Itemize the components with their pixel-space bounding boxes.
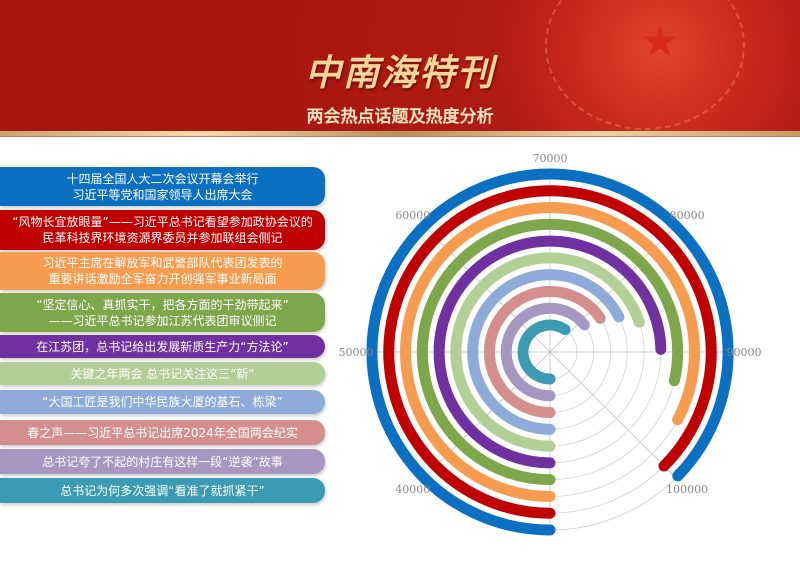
star-icon: ★ (640, 16, 680, 67)
tick-label: 40000 (395, 483, 430, 496)
topic-item: 在江苏团，总书记给出发展新质生产力“方法论” (0, 335, 325, 358)
tick-label: 50000 (339, 346, 374, 359)
radial-bar-chart: 40000 50000 60000 70000 80000 90000 100000 (339, 152, 762, 536)
topic-item: 总书记夸了不起的村庄有这样一段“逆袭”故事 (0, 449, 325, 474)
topic-item: 春之声——习近平总书记出席2024年全国两会纪实 (0, 420, 325, 445)
topic-label: 春之声——习近平总书记出席2024年全国两会纪实 (27, 425, 298, 440)
topic-label: 民革科技界环境资源界委员并参加联组会侧记 (42, 231, 283, 245)
topic-label: 习近平主席在解放军和武警部队代表团发表的 (42, 256, 283, 270)
tick-label: 90000 (727, 346, 762, 359)
topic-label: 总书记夸了不起的村庄有这样一段“逆袭”故事 (42, 454, 283, 469)
bar-arc (467, 269, 625, 435)
topic-item: 总书记为何多次强调“看准了就抓紧干” (0, 478, 325, 503)
bar-arc (383, 185, 717, 519)
topic-label: 十四届全国人大二次会议开幕会举行 (66, 171, 259, 186)
topic-item: 习近平主席在解放军和武警部队代表团发表的 重要讲话激励全军奋力开创强军事业新局面 (0, 252, 325, 290)
bar-arc (517, 319, 571, 385)
topic-label: 重要讲话激励全军奋力开创强军事业新局面 (48, 272, 277, 286)
topic-label: 习近平等党和国家领导人出席大会 (72, 187, 253, 202)
bar-arc (450, 252, 645, 452)
topic-label: ——习近平总书记参加江苏代表团审议侧记 (48, 313, 277, 328)
tick-label: 60000 (395, 209, 430, 222)
bar-arc (500, 302, 590, 402)
topic-label: “大国工匠是我们中华民族大厦的基石、栋梁” (42, 395, 283, 409)
topic-label: 在江苏团，总书记给出发展新质生产力“方法论” (36, 339, 289, 354)
bar-arc (483, 285, 606, 419)
page-subtitle: 两会热点话题及热度分析 (306, 107, 494, 127)
topic-label: 总书记为何多次强调“看准了就抓紧干” (60, 483, 265, 498)
tick-label: 100000 (666, 483, 708, 496)
bar-arc (400, 202, 700, 502)
topic-label: 关键之年两会 总书记关注这三“新” (70, 366, 255, 381)
grid-spoke (549, 351, 677, 479)
page-title: 中南海特刊 (304, 53, 495, 94)
bar-arc (416, 218, 684, 486)
tick-label: 80000 (670, 209, 705, 222)
bar-arc (433, 235, 667, 469)
topic-item: “大国工匠是我们中华民族大厦的基石、栋梁” (0, 390, 325, 414)
bar-arc (366, 168, 734, 536)
gold-divider (0, 131, 800, 137)
tick-label: 70000 (533, 152, 568, 165)
header-banner: ★ 中南海特刊 两会热点话题及热度分析 (0, 0, 800, 132)
topic-item: 关键之年两会 总书记关注这三“新” (0, 362, 325, 385)
topic-label: “坚定信心、真抓实干，把各方面的干劲带起来” (36, 297, 289, 312)
topic-item: “风物长宜放眼量”——习近平总书记看望参加政协会议的 民革科技界环境资源界委员并参… (0, 210, 325, 250)
topic-label: “风物长宜放眼量”——习近平总书记看望参加政协会议的 (12, 215, 313, 229)
topic-item: “坚定信心、真抓实干，把各方面的干劲带起来” ——习近平总书记参加江苏代表团审议侧… (0, 293, 325, 332)
topic-item: 十四届全国人大二次会议开幕会举行 习近平等党和国家领导人出席大会 (0, 167, 325, 206)
